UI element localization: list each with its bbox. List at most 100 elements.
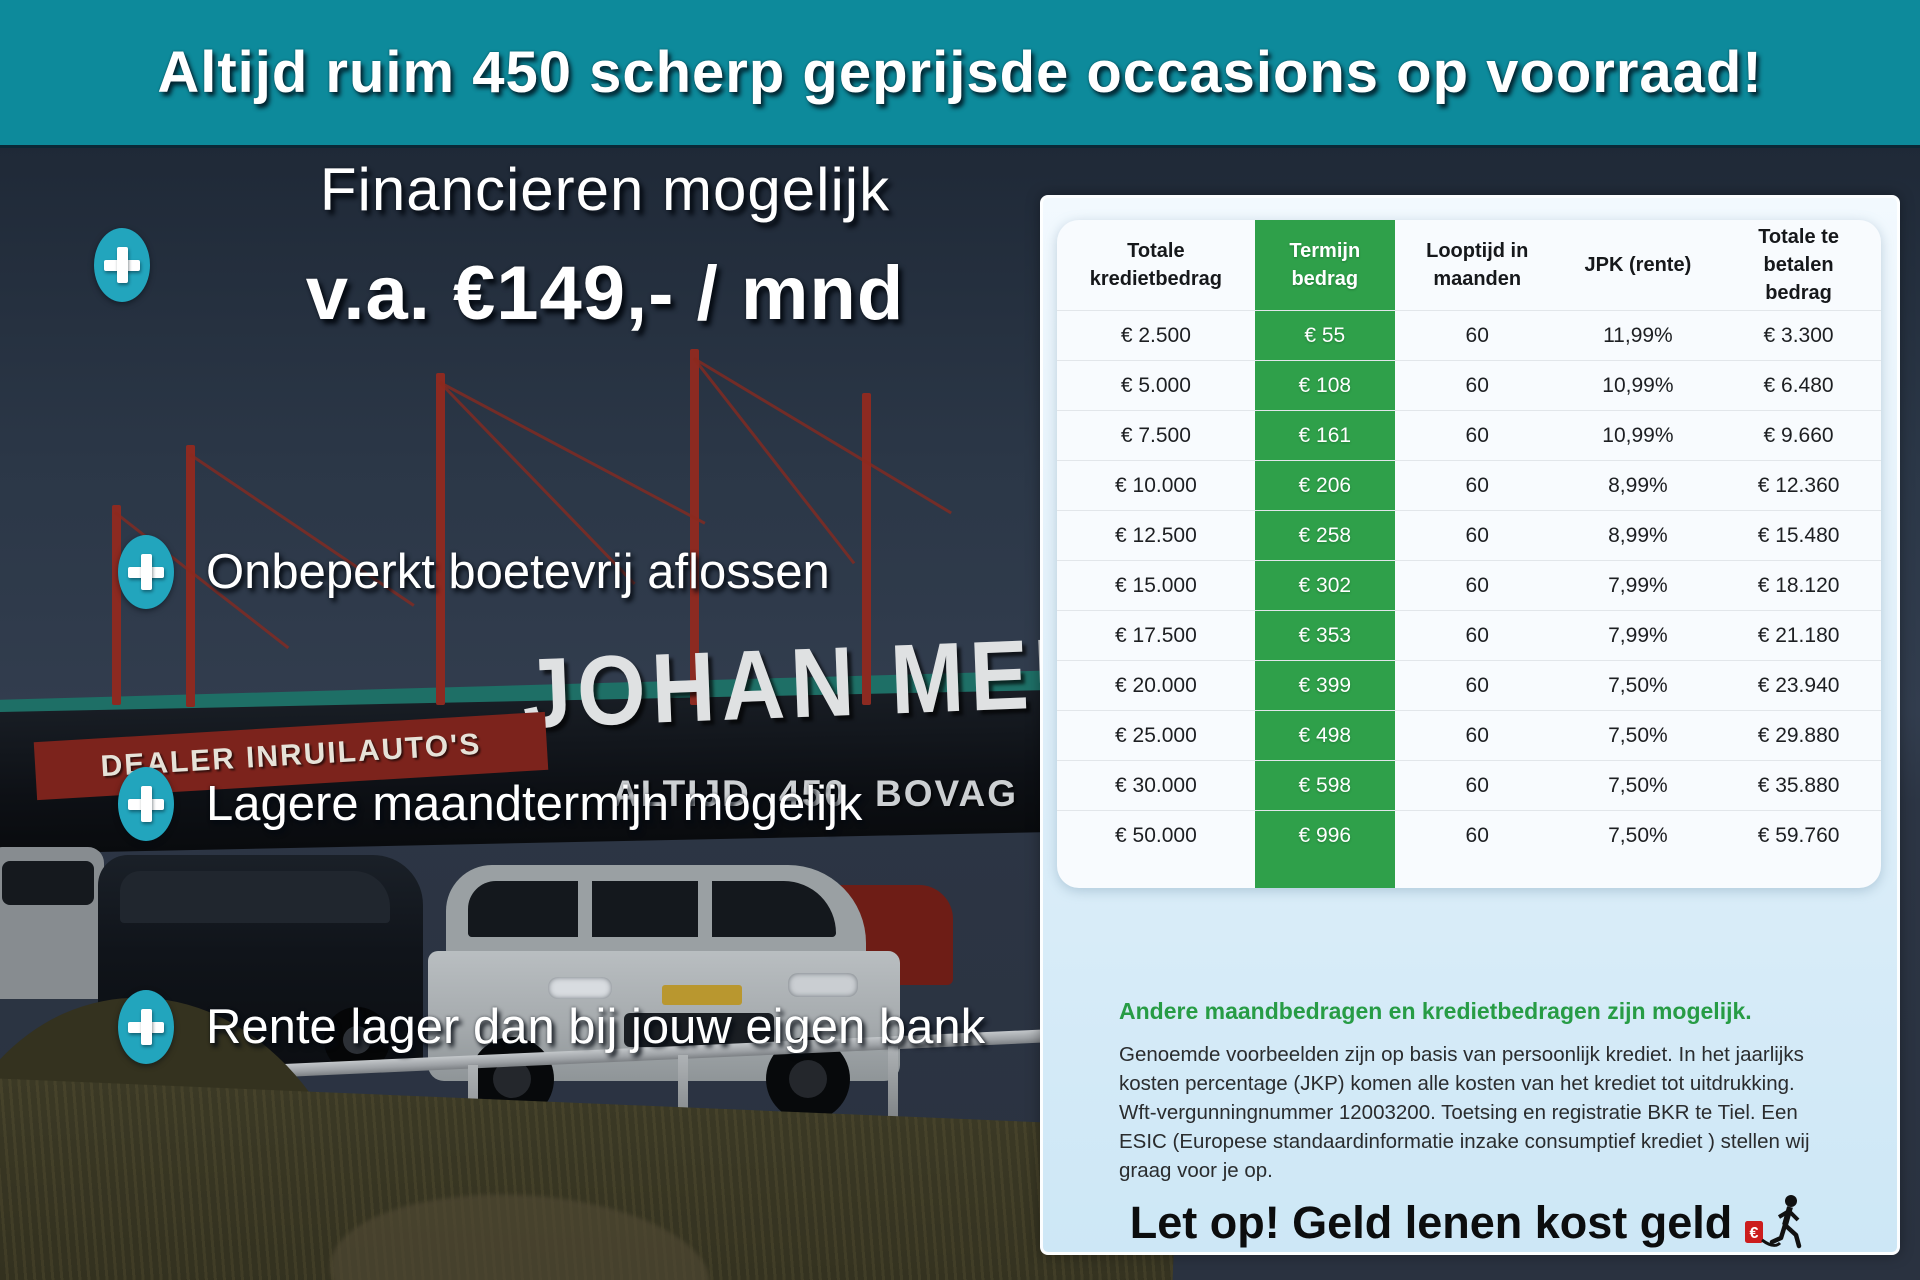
table-cell: 7,99% <box>1608 623 1668 647</box>
table-cell: € 5.000 <box>1120 373 1191 397</box>
table-cell: € 21.180 <box>1757 623 1840 647</box>
table-cell: 60 <box>1465 423 1489 447</box>
banner-text: Altijd ruim 450 scherp geprijsde occasio… <box>157 40 1763 105</box>
table-cell: € 25.000 <box>1115 723 1197 747</box>
table-header-row: Totale kredietbedrag Termijn bedrag Loopti… <box>1057 220 1881 310</box>
table-row: € 50.000 € 996 60 7,50% € 59.760 <box>1057 810 1881 860</box>
table-header-cell: Totale kredietbedrag <box>1089 240 1222 290</box>
table-row: € 7.500 € 161 60 10,99% € 9.660 <box>1057 410 1881 460</box>
table-row: € 5.000 € 108 60 10,99% € 6.480 <box>1057 360 1881 410</box>
finance-table-card: Totale kredietbedrag Termijn bedrag Loopti… <box>1057 220 1881 888</box>
red-mast <box>690 349 699 705</box>
license-plate <box>662 985 742 1005</box>
table-cell: 60 <box>1465 573 1489 597</box>
table-cell: € 18.120 <box>1757 573 1840 597</box>
table-cell: 8,99% <box>1608 473 1668 497</box>
table-cell <box>1560 860 1717 888</box>
table-filler-row <box>1057 860 1881 888</box>
table-cell: € 108 <box>1254 361 1395 410</box>
table-cell: € 29.880 <box>1757 723 1840 747</box>
bullet-label: Lagere maandtermijn mogelijk <box>206 777 863 831</box>
car-grille <box>624 1013 774 1047</box>
table-cell: 60 <box>1465 523 1489 547</box>
bullet-label: Rente lager dan bij jouw eigen bank <box>206 1000 986 1054</box>
euro-ball-and-chain-icon: € <box>1745 1195 1802 1249</box>
table-row: € 10.000 € 206 60 8,99% € 12.360 <box>1057 460 1881 510</box>
table-cell <box>1057 860 1255 888</box>
table-cell: € 3.300 <box>1763 323 1834 347</box>
table-cell: € 7.500 <box>1120 423 1191 447</box>
table-cell: € 353 <box>1254 611 1395 660</box>
table-cell: 60 <box>1465 773 1489 797</box>
table-cell: 60 <box>1465 323 1489 347</box>
table-cell: € 161 <box>1254 411 1395 460</box>
table-cell: € 20.000 <box>1115 673 1197 697</box>
parked-car <box>0 847 104 999</box>
table-row: € 15.000 € 302 60 7,99% € 18.120 <box>1057 560 1881 610</box>
table-cell: 10,99% <box>1602 373 1674 397</box>
plus-icon <box>118 990 174 1064</box>
table-row: € 17.500 € 353 60 7,99% € 21.180 <box>1057 610 1881 660</box>
table-cell: 60 <box>1465 823 1489 847</box>
plus-icon <box>118 535 174 609</box>
table-cell: 7,50% <box>1608 673 1668 697</box>
red-mast <box>862 393 871 705</box>
car-windshield <box>468 881 836 937</box>
table-cell: € 399 <box>1254 661 1395 710</box>
promo-bullet: Rente lager dan bij jouw eigen bank <box>118 990 985 1064</box>
plus-icon <box>118 767 174 841</box>
top-banner: Altijd ruim 450 scherp geprijsde occasio… <box>0 0 1920 148</box>
table-cell: € 17.500 <box>1115 623 1197 647</box>
promo-bullet: Lagere maandtermijn mogelijk <box>118 767 862 841</box>
table-cell: € 10.000 <box>1115 473 1197 497</box>
table-row: € 30.000 € 598 60 7,50% € 35.880 <box>1057 760 1881 810</box>
table-cell: € 50.000 <box>1115 823 1197 847</box>
finance-panel: Totale kredietbedrag Termijn bedrag Loopti… <box>1040 195 1900 1255</box>
table-cell: € 498 <box>1254 711 1395 760</box>
table-cell <box>1716 860 1881 888</box>
car-window <box>2 861 94 905</box>
table-cell: € 598 <box>1254 761 1395 810</box>
promo-hero: Financieren mogelijk v.a. €149,- / mnd <box>180 155 1030 337</box>
table-cell: 8,99% <box>1608 523 1668 547</box>
table-header-cell: Looptijd in maanden <box>1426 240 1529 290</box>
car-pillar <box>578 881 592 937</box>
table-row: € 25.000 € 498 60 7,50% € 29.880 <box>1057 710 1881 760</box>
table-header-cell: Termijn bedrag <box>1254 220 1395 310</box>
car-headlight <box>548 977 612 999</box>
table-cell: € 12.360 <box>1757 473 1840 497</box>
table-cell: € 9.660 <box>1763 423 1834 447</box>
table-cell: 11,99% <box>1603 323 1673 347</box>
table-cell: 60 <box>1465 373 1489 397</box>
table-header-cell: JPK (rente) <box>1584 254 1692 276</box>
car-headlight <box>788 973 858 997</box>
red-mast <box>112 505 121 705</box>
table-cell: 7,50% <box>1608 823 1668 847</box>
promo-content: Financieren mogelijk v.a. €149,- / mnd O… <box>0 145 1040 1280</box>
table-cell: € 996 <box>1254 811 1395 860</box>
car-pillar <box>698 881 712 937</box>
table-cell: € 59.760 <box>1757 823 1840 847</box>
table-cell: € 2.500 <box>1120 323 1191 347</box>
table-cell: 60 <box>1465 673 1489 697</box>
disclaimer-text: Genoemde voorbeelden zijn op basis van p… <box>1119 1043 1810 1183</box>
red-mast <box>186 445 195 707</box>
table-row: € 2.500 € 55 60 11,99% € 3.300 <box>1057 310 1881 360</box>
plus-icon <box>94 228 150 302</box>
promo-title: Financieren mogelijk <box>319 156 891 223</box>
table-cell: 10,99% <box>1602 423 1674 447</box>
promo-bullet: Onbeperkt boetevrij aflossen <box>118 535 830 609</box>
table-cell: € 15.000 <box>1115 573 1197 597</box>
table-cell: € 6.480 <box>1763 373 1834 397</box>
credit-warning-text: Let op! Geld lenen kost geld <box>1129 1197 1733 1248</box>
table-cell: € 12.500 <box>1115 523 1197 547</box>
table-cell: € 35.880 <box>1757 773 1840 797</box>
red-mast <box>436 373 445 705</box>
bullet-label: Onbeperkt boetevrij aflossen <box>206 545 830 599</box>
credit-warning: Let op! Geld lenen kost geld € <box>1043 1194 1897 1252</box>
table-cell <box>1254 860 1395 888</box>
table-cell: € 23.940 <box>1757 673 1840 697</box>
highlight-note: Andere maandbedragen en kredietbedragen … <box>1119 998 1752 1024</box>
table-cell: € 258 <box>1254 511 1395 560</box>
fence-post <box>888 1046 898 1124</box>
